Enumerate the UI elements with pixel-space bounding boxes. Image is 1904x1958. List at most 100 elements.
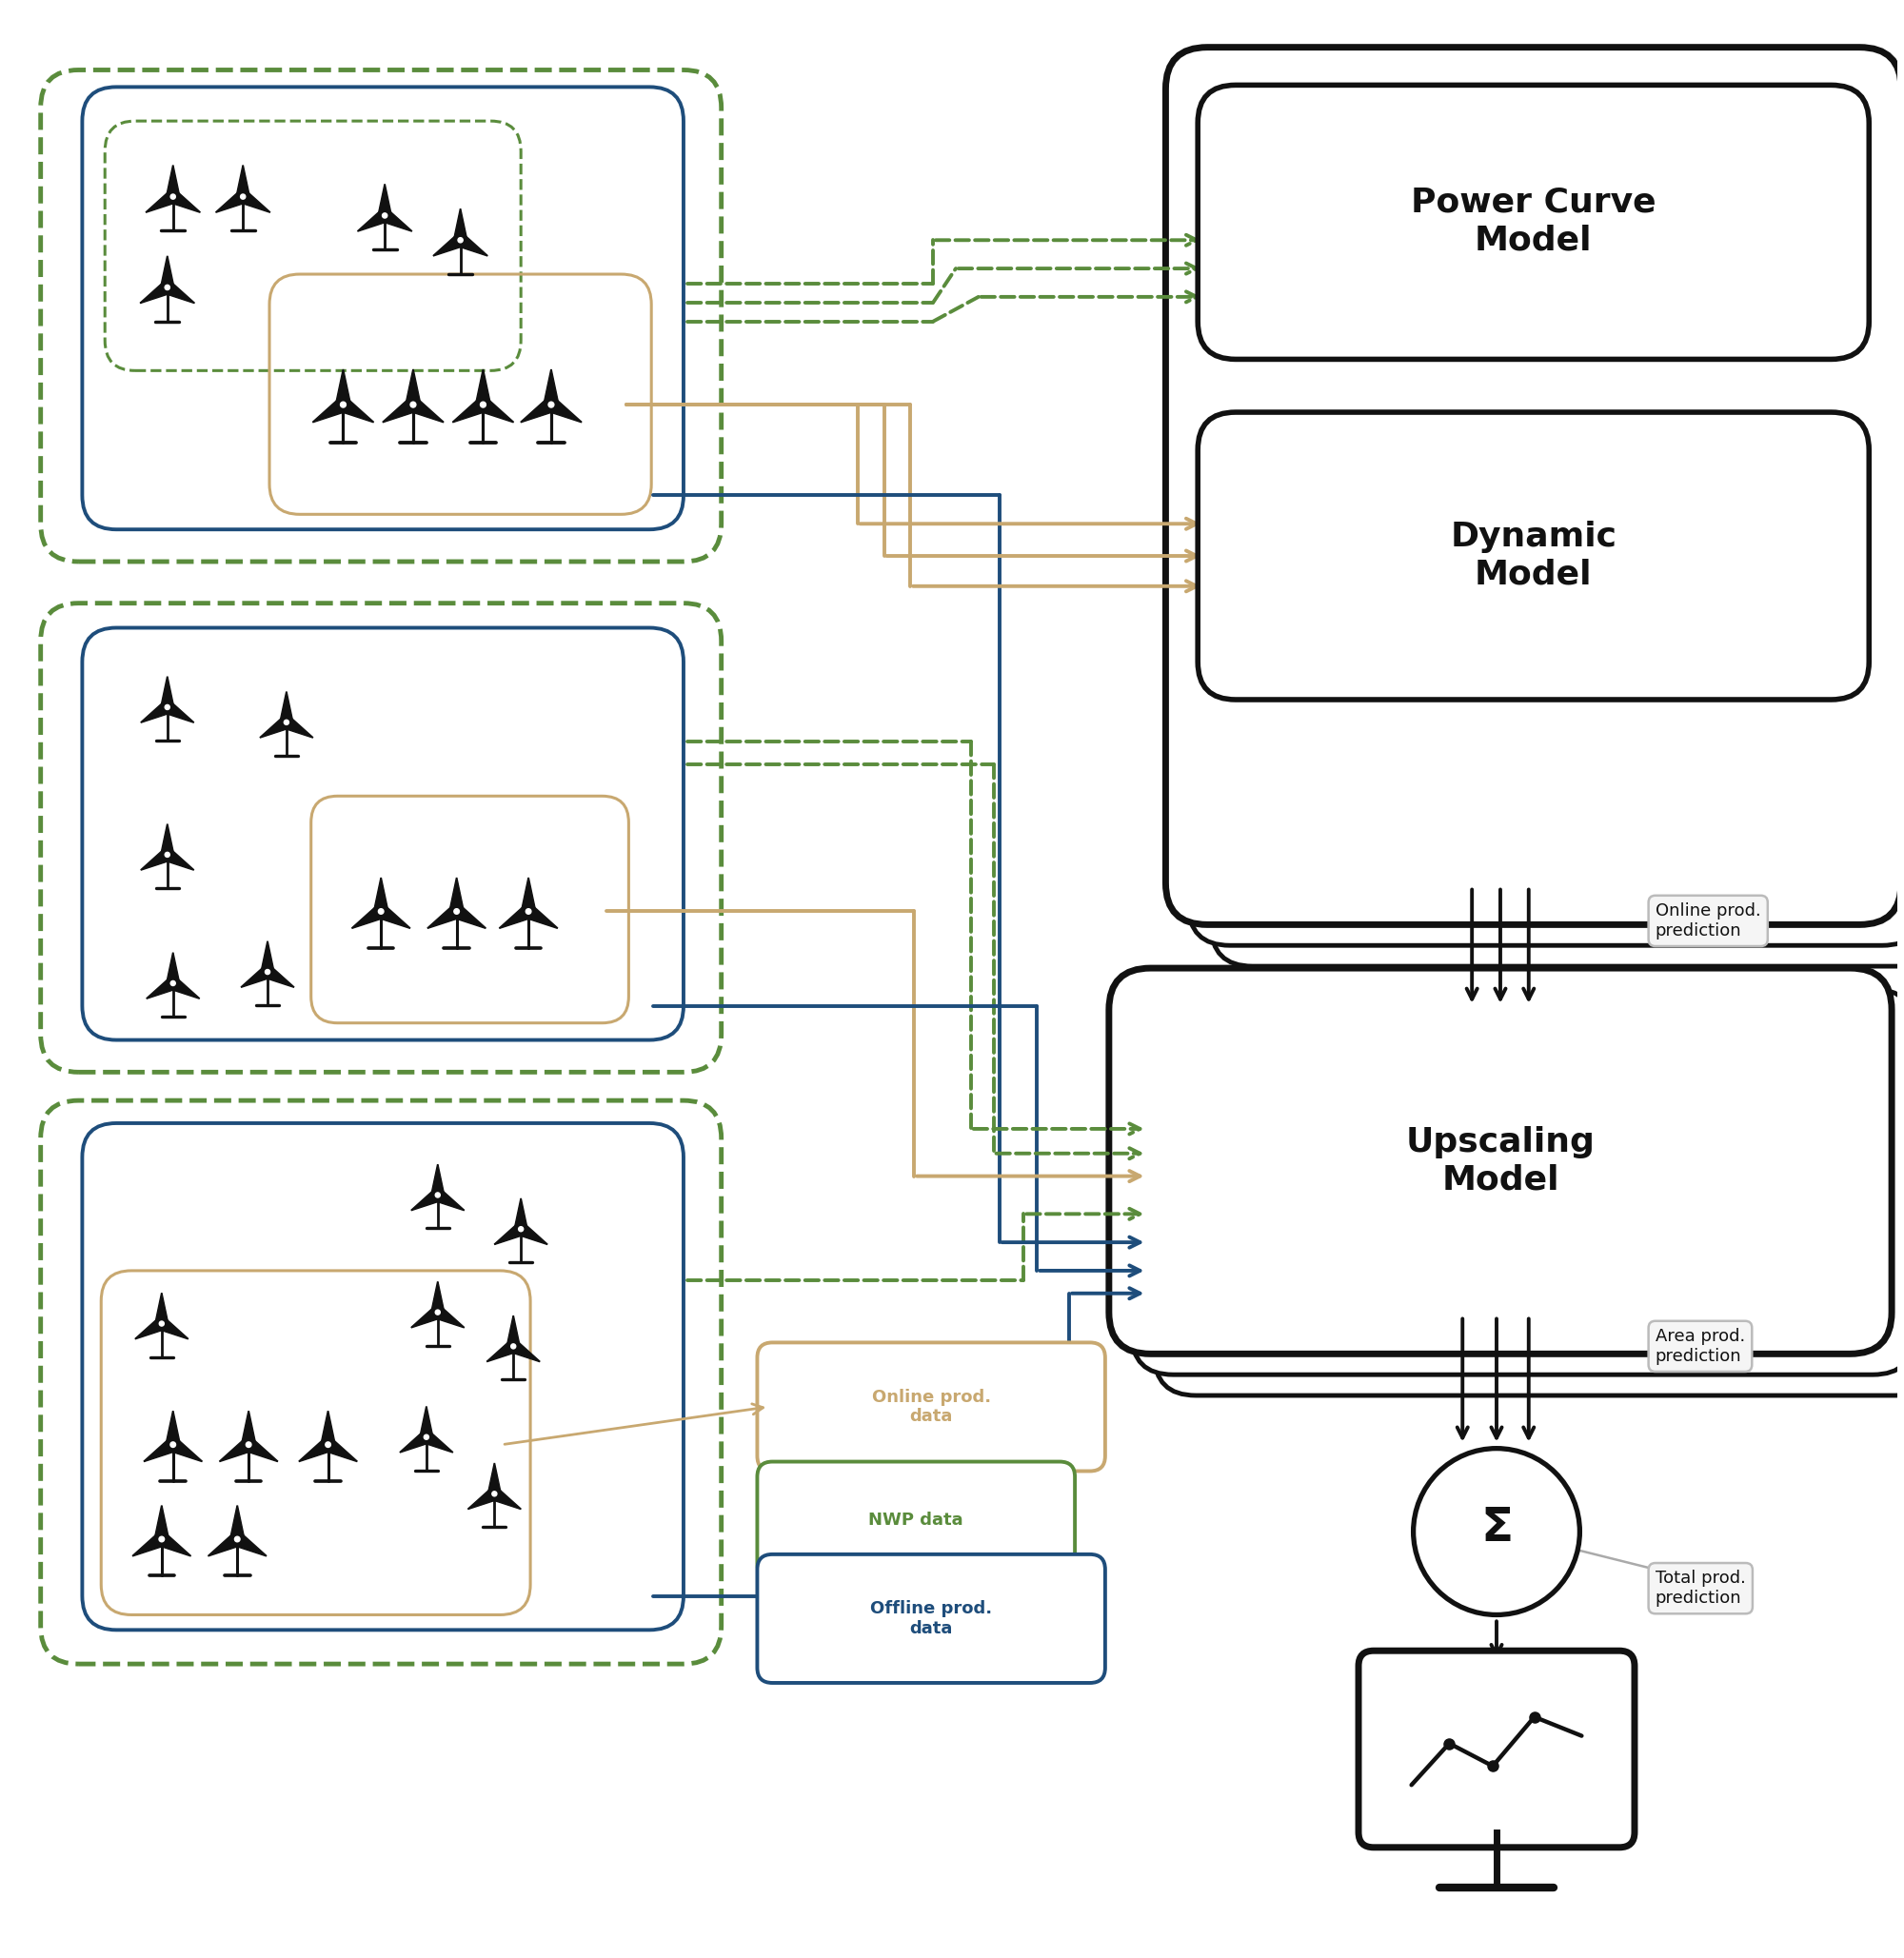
Text: Online prod.
prediction: Online prod. prediction [1655,903,1761,940]
FancyBboxPatch shape [1154,1010,1904,1396]
Polygon shape [406,370,421,405]
FancyBboxPatch shape [82,1124,684,1629]
FancyBboxPatch shape [1108,967,1893,1353]
Circle shape [265,969,270,975]
Polygon shape [491,1488,522,1510]
Circle shape [436,1192,440,1198]
Polygon shape [230,1506,244,1539]
Circle shape [489,1490,499,1498]
FancyBboxPatch shape [82,86,684,529]
Polygon shape [428,905,461,928]
Polygon shape [476,370,491,405]
Polygon shape [434,1306,465,1328]
Circle shape [166,705,169,709]
Circle shape [377,907,387,916]
Polygon shape [154,1294,168,1324]
Circle shape [478,399,487,409]
Polygon shape [434,235,465,256]
Text: Offline prod.
data: Offline prod. data [870,1600,992,1637]
Polygon shape [518,1224,546,1245]
Circle shape [164,284,171,292]
Polygon shape [280,691,293,723]
Polygon shape [164,850,194,869]
Circle shape [169,192,177,202]
Polygon shape [339,397,373,423]
Polygon shape [166,1412,181,1445]
Polygon shape [169,977,200,999]
Polygon shape [160,824,173,856]
Text: Σ: Σ [1479,1506,1514,1551]
Circle shape [339,399,348,409]
Polygon shape [373,877,388,910]
Circle shape [282,719,291,726]
FancyBboxPatch shape [1165,47,1902,924]
Polygon shape [526,905,558,928]
Text: Upscaling
Model: Upscaling Model [1405,1126,1596,1196]
Polygon shape [234,1533,267,1557]
FancyBboxPatch shape [758,1463,1076,1578]
Polygon shape [135,1318,166,1339]
Polygon shape [514,1198,527,1230]
Circle shape [240,194,246,200]
Circle shape [169,979,177,987]
Circle shape [518,1226,524,1232]
Circle shape [451,907,461,916]
Polygon shape [506,1316,520,1347]
Polygon shape [236,166,249,196]
Circle shape [160,1322,164,1326]
Polygon shape [453,397,487,423]
Polygon shape [358,210,388,231]
Circle shape [508,1341,518,1351]
Polygon shape [141,850,171,869]
Polygon shape [160,256,173,288]
Polygon shape [453,905,486,928]
Polygon shape [499,905,531,928]
FancyBboxPatch shape [1198,413,1870,699]
Polygon shape [160,677,173,707]
Circle shape [510,1343,516,1349]
Circle shape [324,1439,333,1449]
Polygon shape [379,184,392,215]
Circle shape [434,1308,442,1316]
FancyBboxPatch shape [1359,1651,1634,1848]
Circle shape [171,194,175,200]
Circle shape [341,401,347,407]
Text: Online prod.
data: Online prod. data [872,1388,990,1425]
Polygon shape [381,210,411,231]
Circle shape [164,850,171,860]
FancyBboxPatch shape [1188,69,1904,946]
Polygon shape [158,1533,190,1557]
Text: NWP data: NWP data [868,1512,963,1529]
Circle shape [166,286,169,290]
Polygon shape [400,1431,430,1453]
Polygon shape [320,1412,335,1445]
Polygon shape [147,977,177,999]
Text: Total prod.
prediction: Total prod. prediction [1655,1570,1746,1608]
Circle shape [480,401,486,407]
Polygon shape [434,1189,465,1210]
Polygon shape [164,282,194,303]
Polygon shape [411,1306,442,1328]
FancyBboxPatch shape [1211,88,1904,965]
Circle shape [457,235,465,245]
Circle shape [156,1535,166,1543]
Circle shape [526,909,531,914]
Circle shape [379,909,383,914]
Polygon shape [543,370,558,405]
Polygon shape [449,877,465,910]
Circle shape [423,1433,430,1441]
Circle shape [158,1320,166,1328]
Circle shape [1413,1449,1580,1615]
Circle shape [232,1535,242,1543]
FancyBboxPatch shape [1131,989,1904,1375]
Circle shape [425,1435,428,1439]
Polygon shape [164,701,194,723]
Circle shape [381,211,388,219]
Circle shape [411,401,415,407]
Polygon shape [352,905,385,928]
Polygon shape [522,397,554,423]
Circle shape [548,401,554,407]
Circle shape [238,192,248,202]
Polygon shape [430,1282,444,1312]
Polygon shape [141,701,171,723]
